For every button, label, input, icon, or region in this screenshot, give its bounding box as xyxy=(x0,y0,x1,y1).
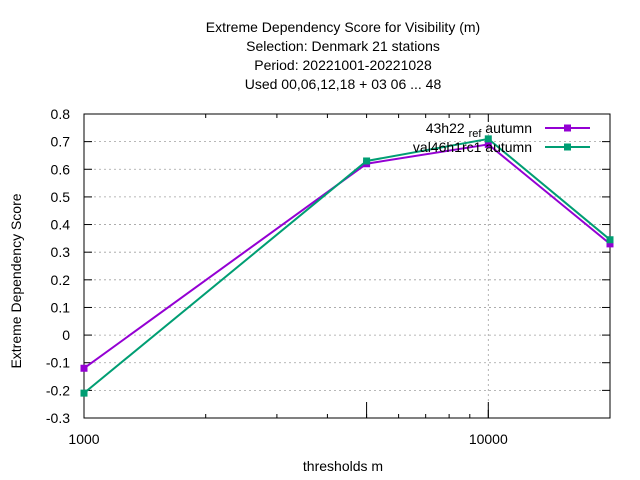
series-point-1 xyxy=(363,157,371,165)
x-axis-label: thresholds m xyxy=(303,458,383,474)
plot-frame xyxy=(83,113,611,419)
y-axis-label: Extreme Dependency Score xyxy=(8,193,24,368)
legend-swatch-point-1 xyxy=(564,143,571,151)
legend-swatch-point-0 xyxy=(564,124,571,132)
series-point-0 xyxy=(80,364,88,372)
legend-label-1: val46h1rc1 autumn xyxy=(413,139,532,155)
y-tick-label: 0.7 xyxy=(51,134,71,150)
y-tick-label: -0.1 xyxy=(46,355,70,371)
y-tick-label: 0.5 xyxy=(51,189,71,205)
series-point-1 xyxy=(606,236,614,244)
series-point-0 xyxy=(606,240,614,248)
y-tick-label: 0.3 xyxy=(51,244,71,260)
series-point-1 xyxy=(484,135,492,143)
series-line-1 xyxy=(83,137,611,394)
series-point-1 xyxy=(80,389,88,397)
title-line: Period: 20221001-20221028 xyxy=(254,57,432,73)
axis-ticks: -0.3 -0.2 -0.1 0 0.1 0.2 0.3 0.4 0.5 0.6 0.7 0.8 100… xyxy=(46,106,611,447)
legend-label-0: 43h22 ref autumn xyxy=(426,120,532,140)
title-line: Used 00,06,12,18 + 03 06 ... 48 xyxy=(245,76,442,92)
y-tick-label: 0.2 xyxy=(51,272,71,288)
y-tick-label: 0.8 xyxy=(51,106,71,122)
grid xyxy=(84,114,610,418)
x-tick-label: 1000 xyxy=(68,431,99,447)
series-line-0 xyxy=(83,143,611,370)
title-line: Extreme Dependency Score for Visibility … xyxy=(206,19,480,35)
y-tick-label: -0.2 xyxy=(46,382,70,398)
y-tick-label: 0.1 xyxy=(51,299,71,315)
title-line: Selection: Denmark 21 stations xyxy=(246,38,440,54)
series xyxy=(80,135,614,397)
y-tick-label: 0 xyxy=(62,327,70,343)
chart-title: Extreme Dependency Score for Visibility … xyxy=(206,19,480,92)
x-tick-label: 10000 xyxy=(469,431,508,447)
series-point-0 xyxy=(484,140,492,148)
y-tick-label: -0.3 xyxy=(46,410,70,426)
y-tick-label: 0.4 xyxy=(51,217,71,233)
y-tick-label: 0.6 xyxy=(51,161,71,177)
